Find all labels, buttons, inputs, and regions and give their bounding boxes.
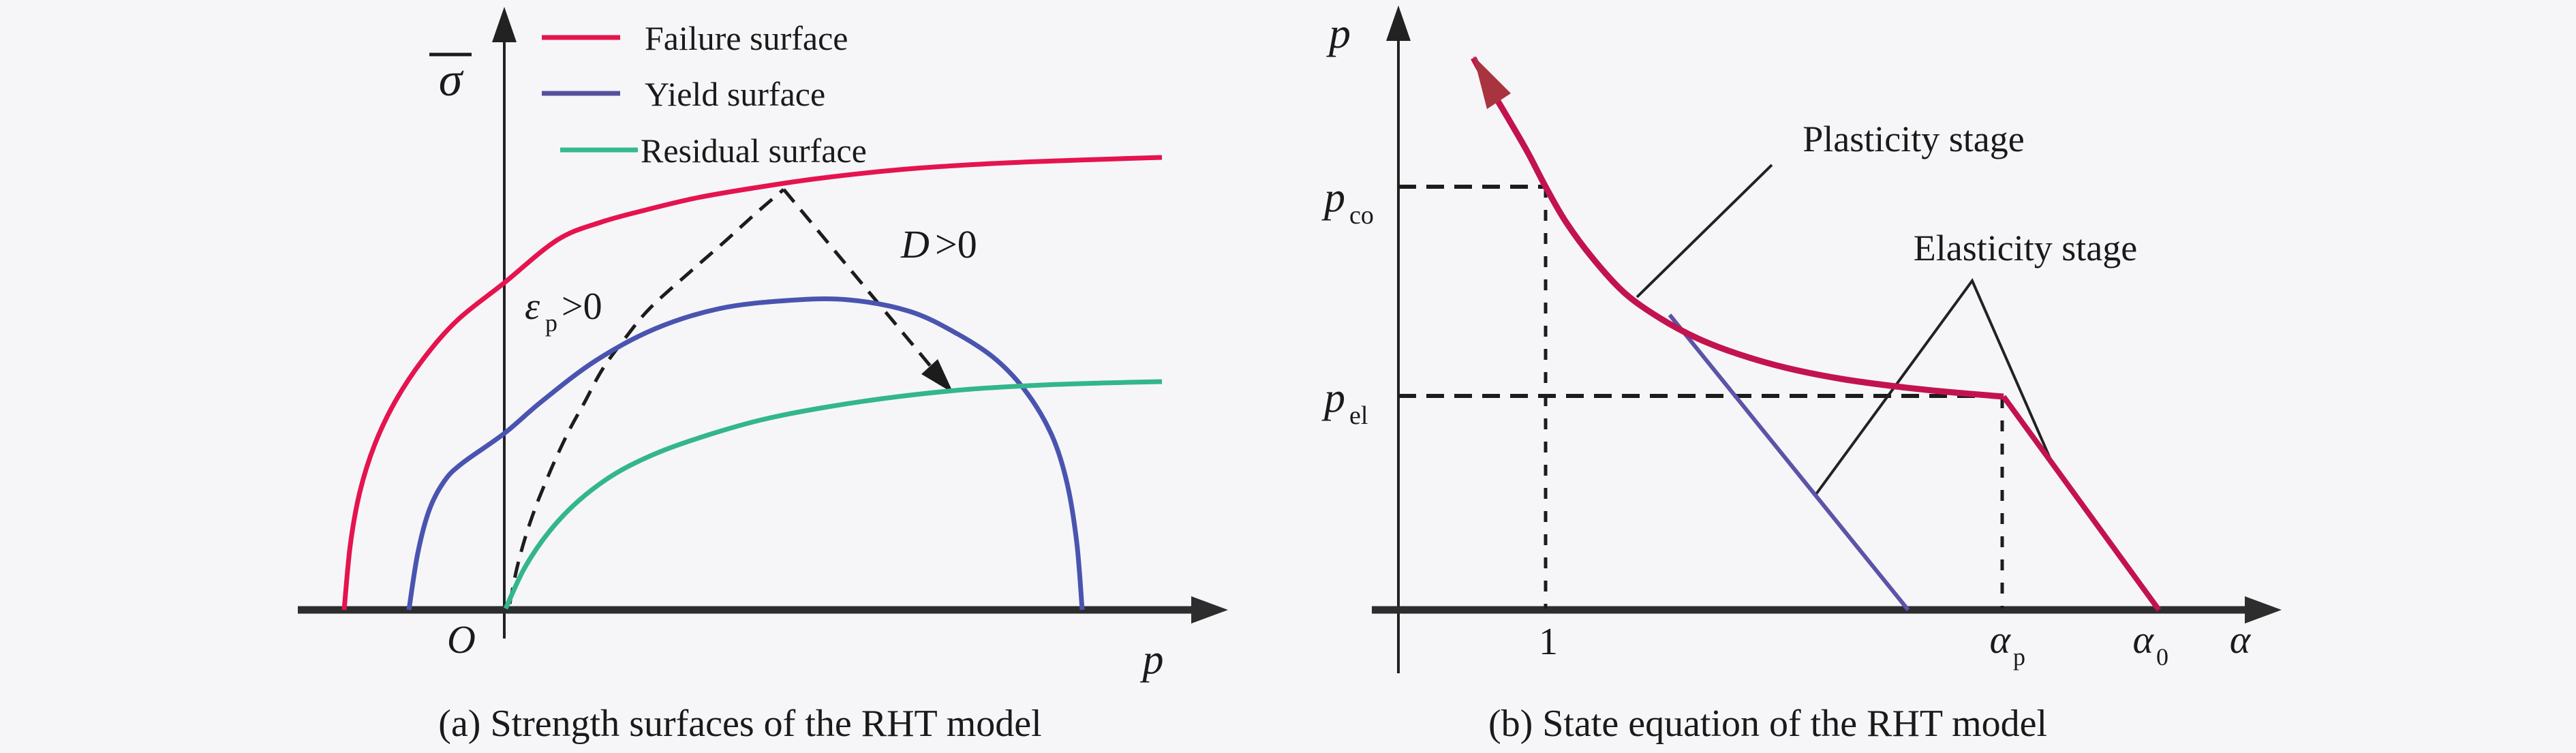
legend-label-failure: Failure surface [645, 19, 848, 57]
panel-a-failure-surface-curve [341, 155, 1163, 611]
plastic-strain-annotation: ε p >0 [525, 286, 602, 337]
panel-a-x-axis-arrowhead-icon [1191, 596, 1228, 624]
plasticity-stage-pointer-line [1636, 164, 1773, 298]
panel-b-x-axis-label: α [2230, 617, 2252, 662]
legend-label-residual: Residual surface [641, 132, 867, 170]
pco-symbol: p [1321, 174, 1345, 221]
legend-label-yield: Yield surface [645, 75, 825, 113]
alpha-p-symbol: α [1990, 617, 2012, 662]
panel-a-loading-path-dashed [508, 188, 785, 604]
panel-b-x-axis-arrowhead-icon [2245, 596, 2282, 624]
panel-a-yield-surface-curve [406, 296, 1085, 611]
alpha-p-subscript: p [2013, 643, 2025, 671]
panel-b: p p co p el Plasticity stage Elasticity … [1321, 5, 2282, 745]
pel-subscript: el [1349, 401, 1368, 430]
damage-symbol: D [900, 222, 930, 266]
alpha-0-tick-label: α 0 [2133, 617, 2168, 671]
panel-a-x-axis-label: p [1140, 636, 1164, 683]
elasticity-stage-label: Elasticity stage [1914, 228, 2137, 268]
panel-a-y-axis-label: σ [439, 54, 464, 106]
alpha-one-tick-label: 1 [1539, 621, 1558, 663]
panel-b-initial-elastic-line [2001, 395, 2162, 612]
panel-a-residual-surface-curve [503, 379, 1163, 610]
alpha-p-tick-label: α p [1990, 617, 2025, 671]
plasticity-stage-label: Plasticity stage [1803, 119, 2024, 159]
damage-annotation: D >0 [900, 222, 977, 266]
panel-a-y-axis-arrowhead-icon [492, 7, 517, 42]
pco-tick-label: p co [1321, 174, 1374, 230]
panel-b-y-axis-arrowhead-icon [1386, 5, 1411, 41]
epsilon-subscript: p [545, 309, 557, 337]
panel-b-compaction-arrowhead-icon [1473, 56, 1511, 109]
elasticity-stage-pointer-lines [1815, 278, 2051, 495]
panel-a-legend: Failure surface Yield surface Residual s… [542, 19, 867, 170]
damage-inequality: >0 [935, 222, 977, 266]
epsilon-inequality: >0 [562, 286, 602, 328]
pco-subscript: co [1349, 201, 1374, 230]
pel-tick-label: p el [1321, 375, 1368, 430]
panel-b-current-elastic-line [1668, 313, 1910, 611]
alpha-0-subscript: 0 [2156, 643, 2168, 671]
panel-a-origin-label: O [447, 617, 476, 662]
epsilon-symbol: ε [525, 286, 540, 328]
panel-b-compaction-curve [1471, 56, 2004, 400]
panel-b-caption: (b) State equation of the RHT model [1488, 703, 2047, 745]
panel-a-damage-arrowhead-icon [921, 359, 953, 393]
alpha-0-symbol: α [2133, 617, 2155, 662]
panel-a-caption: (a) Strength surfaces of the RHT model [438, 703, 1041, 745]
panel-a-damage-path-dashed [782, 188, 946, 384]
pel-symbol: p [1321, 375, 1345, 421]
panel-b-y-axis-label: p [1326, 9, 1351, 57]
panel-a: σ Failure surface Yield surface Residual… [298, 7, 1228, 745]
